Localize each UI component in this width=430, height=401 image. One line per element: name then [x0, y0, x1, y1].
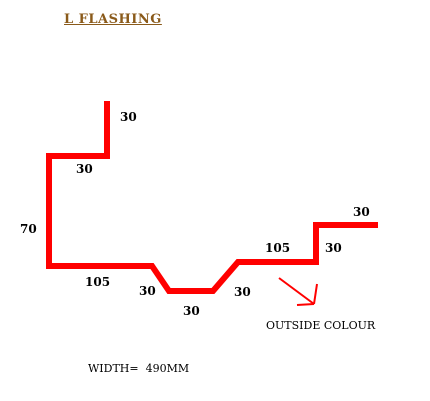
width-label: WIDTH= 490MM	[88, 362, 189, 375]
drawing-title: L FLASHING	[64, 12, 162, 27]
dim-right-run: 105	[265, 241, 290, 255]
dim-bottom-left: 105	[85, 275, 110, 289]
outside-colour-arrow-icon	[278, 277, 318, 306]
dim-right-step: 30	[325, 241, 342, 255]
dim-right-lip: 30	[353, 205, 370, 219]
outside-colour-label: OUTSIDE COLOUR	[266, 319, 376, 332]
dim-channel-left-slope: 30	[139, 284, 156, 298]
dim-left-height: 70	[20, 222, 37, 236]
dim-top-return: 30	[76, 162, 93, 176]
flashing-profile	[46, 101, 378, 294]
dim-channel-bottom: 30	[183, 304, 200, 318]
dim-top-lip: 30	[120, 110, 137, 124]
dim-channel-right-slope: 30	[234, 285, 251, 299]
